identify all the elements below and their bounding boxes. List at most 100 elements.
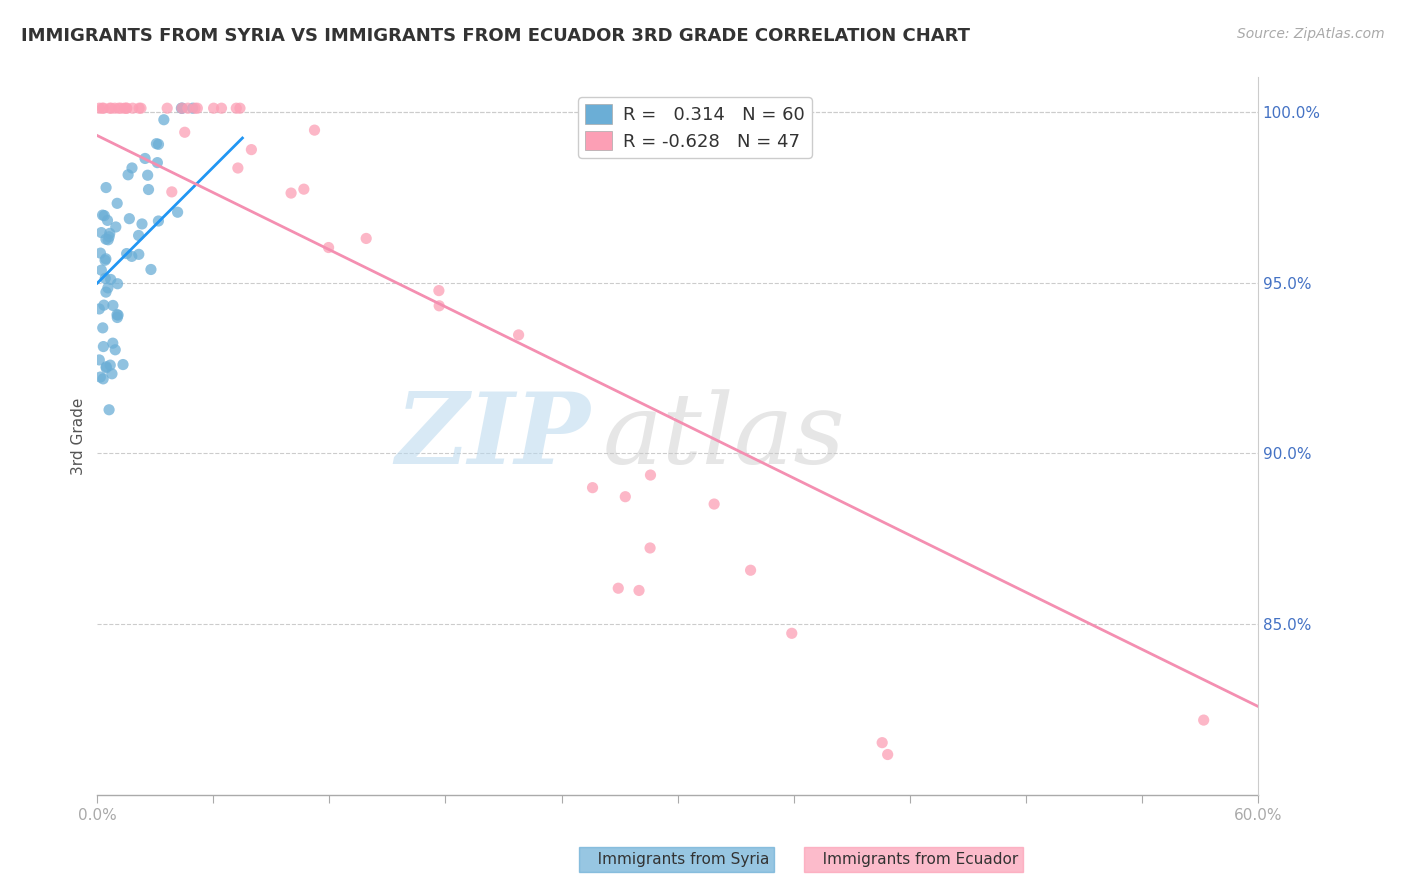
Point bbox=[640, 468, 662, 483]
Point bbox=[107, 277, 129, 291]
Point bbox=[145, 136, 167, 151]
Point bbox=[93, 209, 115, 223]
Point bbox=[211, 101, 233, 115]
Point bbox=[156, 101, 179, 115]
Point bbox=[112, 101, 135, 115]
Point bbox=[98, 101, 121, 115]
Point bbox=[170, 101, 193, 115]
Point bbox=[138, 182, 160, 196]
Point bbox=[128, 228, 150, 243]
Point bbox=[128, 101, 150, 115]
Point bbox=[98, 358, 121, 372]
Point bbox=[121, 249, 143, 263]
Point bbox=[115, 246, 138, 260]
Point bbox=[136, 168, 159, 182]
Point bbox=[173, 125, 195, 139]
Point bbox=[107, 101, 129, 115]
Point bbox=[90, 263, 112, 277]
Point bbox=[226, 161, 249, 175]
Point bbox=[105, 308, 128, 322]
Point bbox=[128, 247, 150, 261]
Point bbox=[96, 213, 118, 227]
Point bbox=[115, 101, 138, 115]
Point bbox=[139, 262, 162, 277]
Point bbox=[121, 101, 143, 115]
Point bbox=[93, 298, 115, 312]
Text: ZIP: ZIP bbox=[395, 388, 591, 484]
Point bbox=[703, 497, 725, 511]
Point bbox=[280, 186, 302, 200]
Point bbox=[508, 327, 530, 342]
Point bbox=[638, 541, 661, 555]
Point bbox=[105, 310, 128, 325]
Point bbox=[148, 214, 170, 228]
Text: atlas: atlas bbox=[602, 389, 845, 484]
Point bbox=[172, 101, 194, 115]
Point bbox=[107, 308, 129, 322]
Point bbox=[91, 372, 114, 386]
Point bbox=[614, 490, 637, 504]
Point bbox=[89, 246, 111, 260]
Point bbox=[94, 360, 117, 375]
Point bbox=[131, 217, 153, 231]
Point bbox=[186, 101, 208, 115]
Point bbox=[292, 182, 315, 196]
Point bbox=[91, 208, 114, 222]
Text: Immigrants from Syria: Immigrants from Syria bbox=[583, 852, 770, 867]
Point bbox=[115, 101, 138, 115]
Point bbox=[876, 747, 898, 762]
Point bbox=[153, 112, 176, 127]
Point bbox=[111, 358, 134, 372]
Point bbox=[304, 123, 326, 137]
Point bbox=[780, 626, 803, 640]
Point bbox=[91, 321, 114, 335]
Point bbox=[740, 563, 762, 577]
Point bbox=[90, 226, 112, 240]
Point bbox=[98, 227, 121, 241]
Point bbox=[160, 185, 183, 199]
Point bbox=[94, 271, 117, 285]
Point bbox=[101, 336, 124, 351]
Point bbox=[89, 353, 111, 368]
Point bbox=[118, 211, 141, 226]
Point bbox=[427, 284, 450, 298]
Point bbox=[91, 101, 114, 115]
Point bbox=[94, 253, 117, 268]
Point bbox=[427, 299, 450, 313]
Point bbox=[870, 736, 893, 750]
Point bbox=[318, 240, 340, 254]
Text: Source: ZipAtlas.com: Source: ZipAtlas.com bbox=[1237, 27, 1385, 41]
Point bbox=[229, 101, 252, 115]
Point bbox=[148, 137, 170, 152]
Point bbox=[93, 101, 115, 115]
Point bbox=[96, 359, 118, 374]
Point bbox=[101, 367, 124, 381]
Point bbox=[94, 232, 117, 246]
Point bbox=[100, 101, 122, 115]
Point bbox=[94, 285, 117, 300]
Point bbox=[89, 370, 111, 384]
Point bbox=[581, 481, 603, 495]
Point bbox=[134, 152, 156, 166]
Point bbox=[146, 155, 169, 169]
Point bbox=[110, 101, 132, 115]
Point bbox=[184, 101, 207, 115]
Point bbox=[240, 143, 263, 157]
Point bbox=[1192, 713, 1215, 727]
Point bbox=[170, 101, 193, 115]
Point bbox=[94, 252, 117, 266]
Point bbox=[607, 581, 630, 595]
Point bbox=[181, 101, 204, 115]
Point bbox=[89, 301, 111, 316]
Text: IMMIGRANTS FROM SYRIA VS IMMIGRANTS FROM ECUADOR 3RD GRADE CORRELATION CHART: IMMIGRANTS FROM SYRIA VS IMMIGRANTS FROM… bbox=[21, 27, 970, 45]
Point bbox=[117, 168, 139, 182]
Point bbox=[89, 101, 111, 115]
Point bbox=[94, 180, 117, 194]
Point bbox=[105, 196, 128, 211]
Point bbox=[121, 161, 143, 175]
Point bbox=[98, 402, 121, 417]
Point bbox=[166, 205, 188, 219]
Point bbox=[93, 340, 115, 354]
Point bbox=[101, 298, 124, 312]
Point bbox=[97, 281, 120, 295]
